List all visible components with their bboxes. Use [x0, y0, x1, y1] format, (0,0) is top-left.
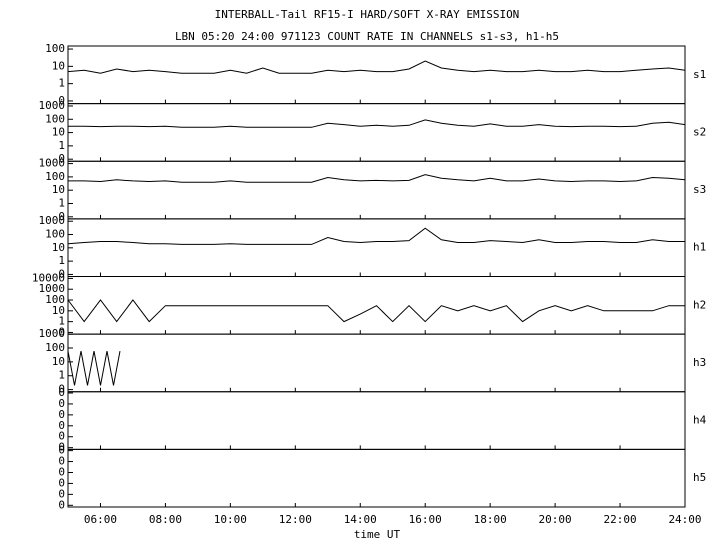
x-tick-label: 24:00: [668, 513, 701, 526]
y-tick-label: 100: [45, 341, 65, 354]
panel-label: s3: [693, 183, 706, 196]
y-tick-label: 0: [58, 397, 65, 410]
y-tick-label: 1000: [39, 214, 66, 227]
y-tick-label: 10: [52, 304, 65, 317]
x-tick-label: 12:00: [279, 513, 312, 526]
y-tick-label: 10: [52, 355, 65, 368]
y-tick-label: 0: [58, 94, 65, 107]
y-tick-label: 0: [58, 444, 65, 457]
y-tick-label: 0: [58, 419, 65, 432]
data-line: [67, 60, 686, 74]
y-tick-label: 100: [45, 228, 65, 241]
y-tick-label: 0: [58, 386, 65, 399]
y-tick-label: 10000: [32, 271, 65, 284]
y-tick-label: 1000: [39, 99, 66, 112]
x-tick-label: 22:00: [603, 513, 636, 526]
y-tick-label: 0: [58, 210, 65, 223]
data-line: [67, 351, 121, 386]
y-tick-label: 100: [45, 170, 65, 183]
y-tick-label: 1000: [39, 157, 66, 170]
y-tick-label: 0: [58, 152, 65, 165]
y-tick-label: 1: [58, 369, 65, 382]
y-tick-label: 0: [58, 383, 65, 396]
data-line: [68, 119, 686, 128]
panel-label: s2: [693, 125, 706, 138]
x-axis-label: time UT: [354, 528, 401, 541]
y-tick-label: 0: [58, 408, 65, 421]
data-line: [67, 227, 685, 245]
y-tick-label: 0: [58, 267, 65, 280]
x-tick-label: 10:00: [214, 513, 247, 526]
x-tick-label: 06:00: [84, 513, 117, 526]
y-tick-label: 0: [58, 465, 65, 478]
data-line: [68, 174, 686, 183]
x-tick-label: 20:00: [539, 513, 572, 526]
panel-label: h1: [693, 241, 706, 254]
chart-subtitle: LBN 05:20 24:00 971123 COUNT RATE IN CHA…: [175, 30, 559, 43]
y-tick-label: 0: [58, 441, 65, 454]
y-tick-label: 1: [58, 254, 65, 267]
y-tick-label: 1: [58, 197, 65, 210]
y-tick-label: 1000: [39, 327, 66, 340]
y-tick-label: 10: [52, 59, 65, 72]
y-tick-label: 1: [58, 139, 65, 152]
y-tick-label: 0: [58, 476, 65, 489]
chart-title: INTERBALL-Tail RF15-I HARD/SOFT X-RAY EM…: [215, 8, 520, 21]
y-tick-label: 100: [45, 293, 65, 306]
y-tick-label: 0: [58, 430, 65, 443]
y-tick-label: 0: [58, 455, 65, 468]
y-tick-label: 10: [52, 126, 65, 139]
y-tick-label: 10: [52, 241, 65, 254]
panel-label: h5: [693, 471, 706, 484]
panel-label: h4: [693, 414, 707, 427]
panel-frame: [67, 448, 686, 508]
x-tick-label: 08:00: [149, 513, 182, 526]
y-tick-label: 1: [58, 315, 65, 328]
y-tick-label: 10: [52, 183, 65, 196]
y-tick-label: 0: [58, 325, 65, 338]
y-tick-label: 1000: [39, 282, 66, 295]
panel-label: h2: [693, 298, 706, 311]
y-tick-label: 100: [45, 42, 65, 55]
x-tick-label: 14:00: [344, 513, 377, 526]
panel-label: h3: [693, 356, 706, 369]
y-tick-label: 100: [45, 112, 65, 125]
y-tick-label: 1: [58, 77, 65, 90]
y-tick-label: 0: [58, 487, 65, 500]
x-tick-label: 16:00: [409, 513, 442, 526]
x-tick-label: 18:00: [474, 513, 507, 526]
data-line: [67, 299, 685, 323]
y-tick-label: 0: [58, 498, 65, 511]
panel-label: s1: [693, 68, 706, 81]
